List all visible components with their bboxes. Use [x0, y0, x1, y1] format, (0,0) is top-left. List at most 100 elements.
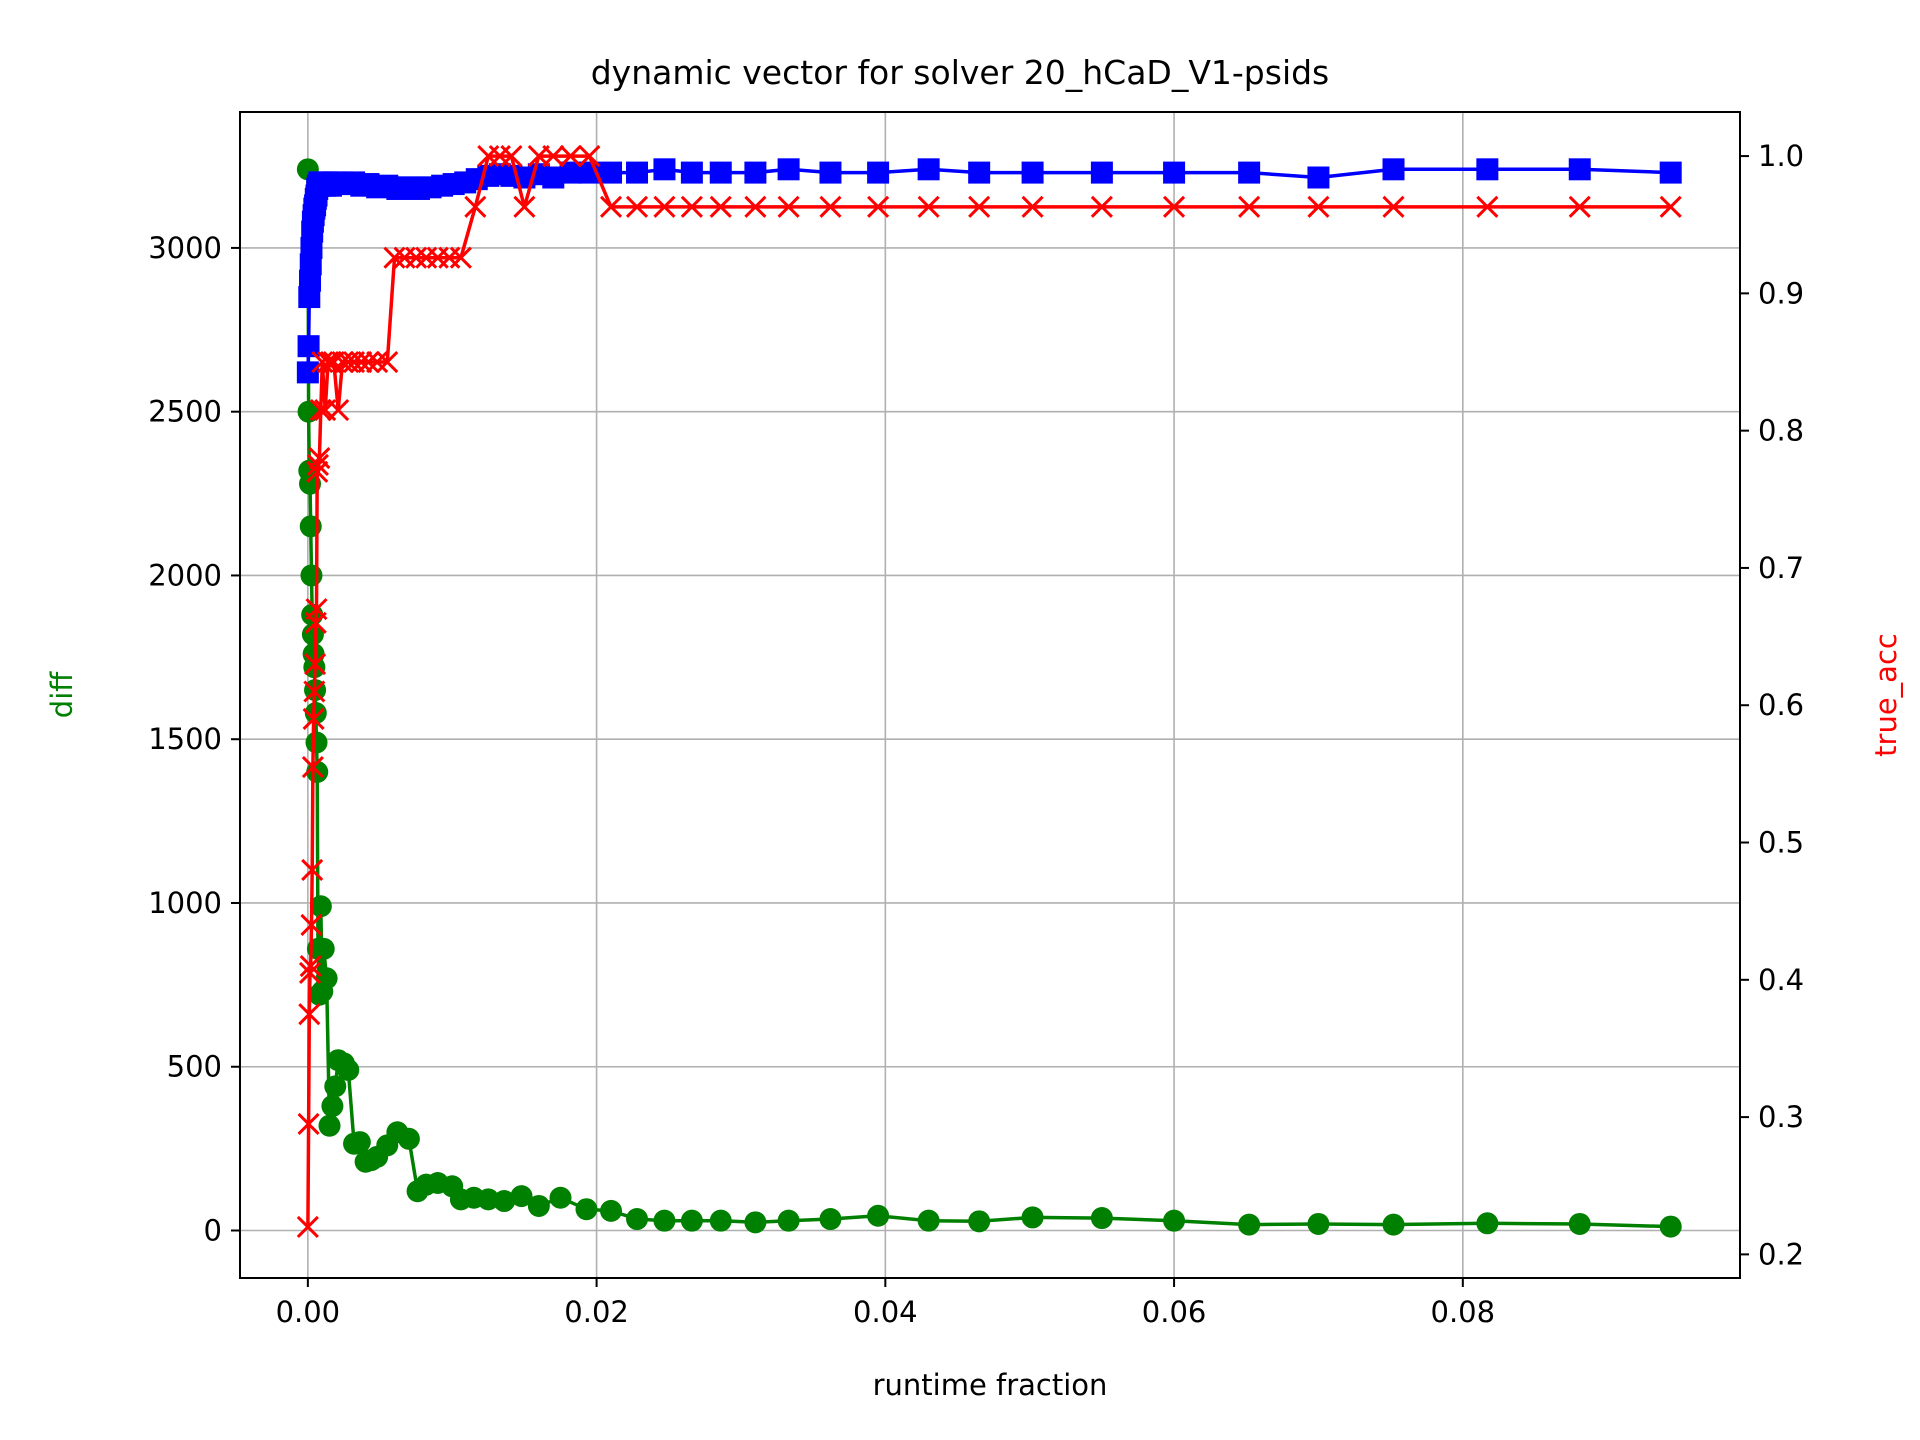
data-point: [777, 158, 800, 181]
y-axis-label: diff: [45, 671, 79, 718]
data-point: [493, 1190, 516, 1213]
data-point: [300, 913, 323, 936]
data-point: [1163, 1209, 1186, 1232]
data-point: [653, 158, 676, 181]
data-point: [1090, 195, 1113, 218]
data-point: [1090, 161, 1113, 184]
data-point: [312, 937, 335, 960]
data-point: [1307, 1212, 1330, 1235]
data-point: [968, 161, 991, 184]
data-point: [305, 598, 328, 621]
y-right-tick-label: 0.9: [1758, 276, 1804, 310]
data-point: [383, 246, 406, 269]
y-tick-label: 500: [167, 1050, 222, 1084]
series-1: [296, 158, 1682, 384]
data-point: [1659, 161, 1682, 184]
y-right-tick-label: 0.4: [1758, 963, 1804, 997]
plot-frame: [239, 111, 1741, 1279]
data-point: [1021, 161, 1044, 184]
data-point: [1568, 158, 1591, 181]
x-tick-label: 0.06: [1142, 1295, 1207, 1329]
data-point: [968, 1210, 991, 1233]
data-point: [298, 961, 322, 985]
data-point: [348, 1131, 371, 1154]
data-point: [626, 1208, 649, 1231]
data-point: [305, 731, 328, 754]
data-point: [300, 564, 323, 587]
data-point: [680, 195, 703, 218]
data-point: [303, 680, 326, 703]
data-point: [819, 195, 842, 218]
data-point: [867, 161, 890, 184]
y-tick-label: 2000: [148, 558, 222, 592]
y-right-tick-label: 0.5: [1758, 826, 1804, 860]
y-tick-label: 3000: [148, 231, 222, 265]
y-tick-label: 1500: [148, 722, 222, 756]
series-layer: [296, 145, 1682, 1238]
data-point: [304, 652, 327, 676]
data-point: [917, 1209, 940, 1232]
data-point: [464, 195, 487, 218]
data-point: [1659, 195, 1682, 218]
data-point: [1307, 195, 1330, 218]
data-point: [327, 398, 350, 422]
data-point: [397, 1127, 420, 1150]
data-point: [1163, 161, 1186, 184]
data-point: [297, 1112, 320, 1136]
grid: [240, 112, 1740, 1278]
data-point: [1476, 195, 1499, 218]
data-point: [709, 1209, 732, 1232]
data-point: [296, 361, 319, 384]
data-point: [867, 195, 890, 218]
data-point: [777, 195, 800, 218]
data-point: [744, 161, 767, 184]
data-point: [309, 895, 332, 918]
data-point: [709, 195, 732, 218]
data-point: [1090, 1207, 1113, 1230]
data-point: [744, 195, 767, 218]
data-point: [302, 707, 325, 731]
data-point: [917, 158, 940, 181]
data-point: [1659, 1215, 1682, 1238]
data-point: [600, 1199, 623, 1222]
y-right-axis-ticks: 0.2 0.3 0.4 0.5 0.6 0.7 0.8 0.9 1.0: [1740, 139, 1804, 1271]
data-point: [301, 858, 324, 882]
y-right-tick-label: 0.2: [1758, 1237, 1804, 1271]
y-right-tick-label: 0.8: [1758, 414, 1804, 448]
data-point: [308, 447, 331, 470]
data-point: [680, 161, 703, 184]
data-point: [337, 1059, 360, 1082]
data-point: [968, 195, 991, 218]
data-point: [1382, 195, 1405, 218]
data-point: [357, 350, 380, 374]
data-point: [405, 246, 428, 269]
chart-title: dynamic vector for solver 20_hCaD_V1-psi…: [591, 53, 1330, 92]
data-point: [1382, 1213, 1405, 1236]
data-point: [542, 145, 565, 168]
data-point: [350, 350, 373, 374]
data-point: [599, 195, 623, 218]
data-point: [299, 955, 322, 978]
data-point: [1238, 195, 1261, 218]
data-point: [867, 1204, 890, 1227]
data-point: [653, 195, 676, 218]
data-point: [309, 398, 332, 422]
data-point: [559, 145, 582, 168]
data-point: [680, 1209, 703, 1232]
data-point: [559, 161, 582, 184]
data-point: [1238, 161, 1261, 184]
data-point: [744, 1211, 767, 1234]
data-point: [1307, 166, 1330, 189]
data-point: [1021, 195, 1044, 218]
data-point: [321, 1095, 344, 1118]
data-point: [1382, 158, 1405, 181]
data-point: [301, 755, 324, 779]
data-point: [819, 161, 842, 184]
series-line-2: [306, 154, 1671, 1227]
data-point: [549, 1186, 572, 1209]
data-point: [318, 1114, 341, 1137]
x-tick-label: 0.08: [1431, 1295, 1496, 1329]
data-point: [625, 195, 649, 218]
data-point: [477, 1188, 500, 1211]
data-point: [1021, 1206, 1044, 1229]
